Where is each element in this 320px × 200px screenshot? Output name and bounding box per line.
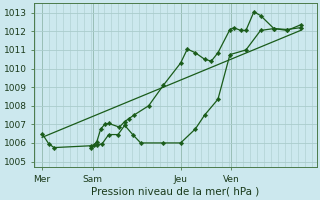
X-axis label: Pression niveau de la mer( hPa ): Pression niveau de la mer( hPa ) <box>91 187 260 197</box>
